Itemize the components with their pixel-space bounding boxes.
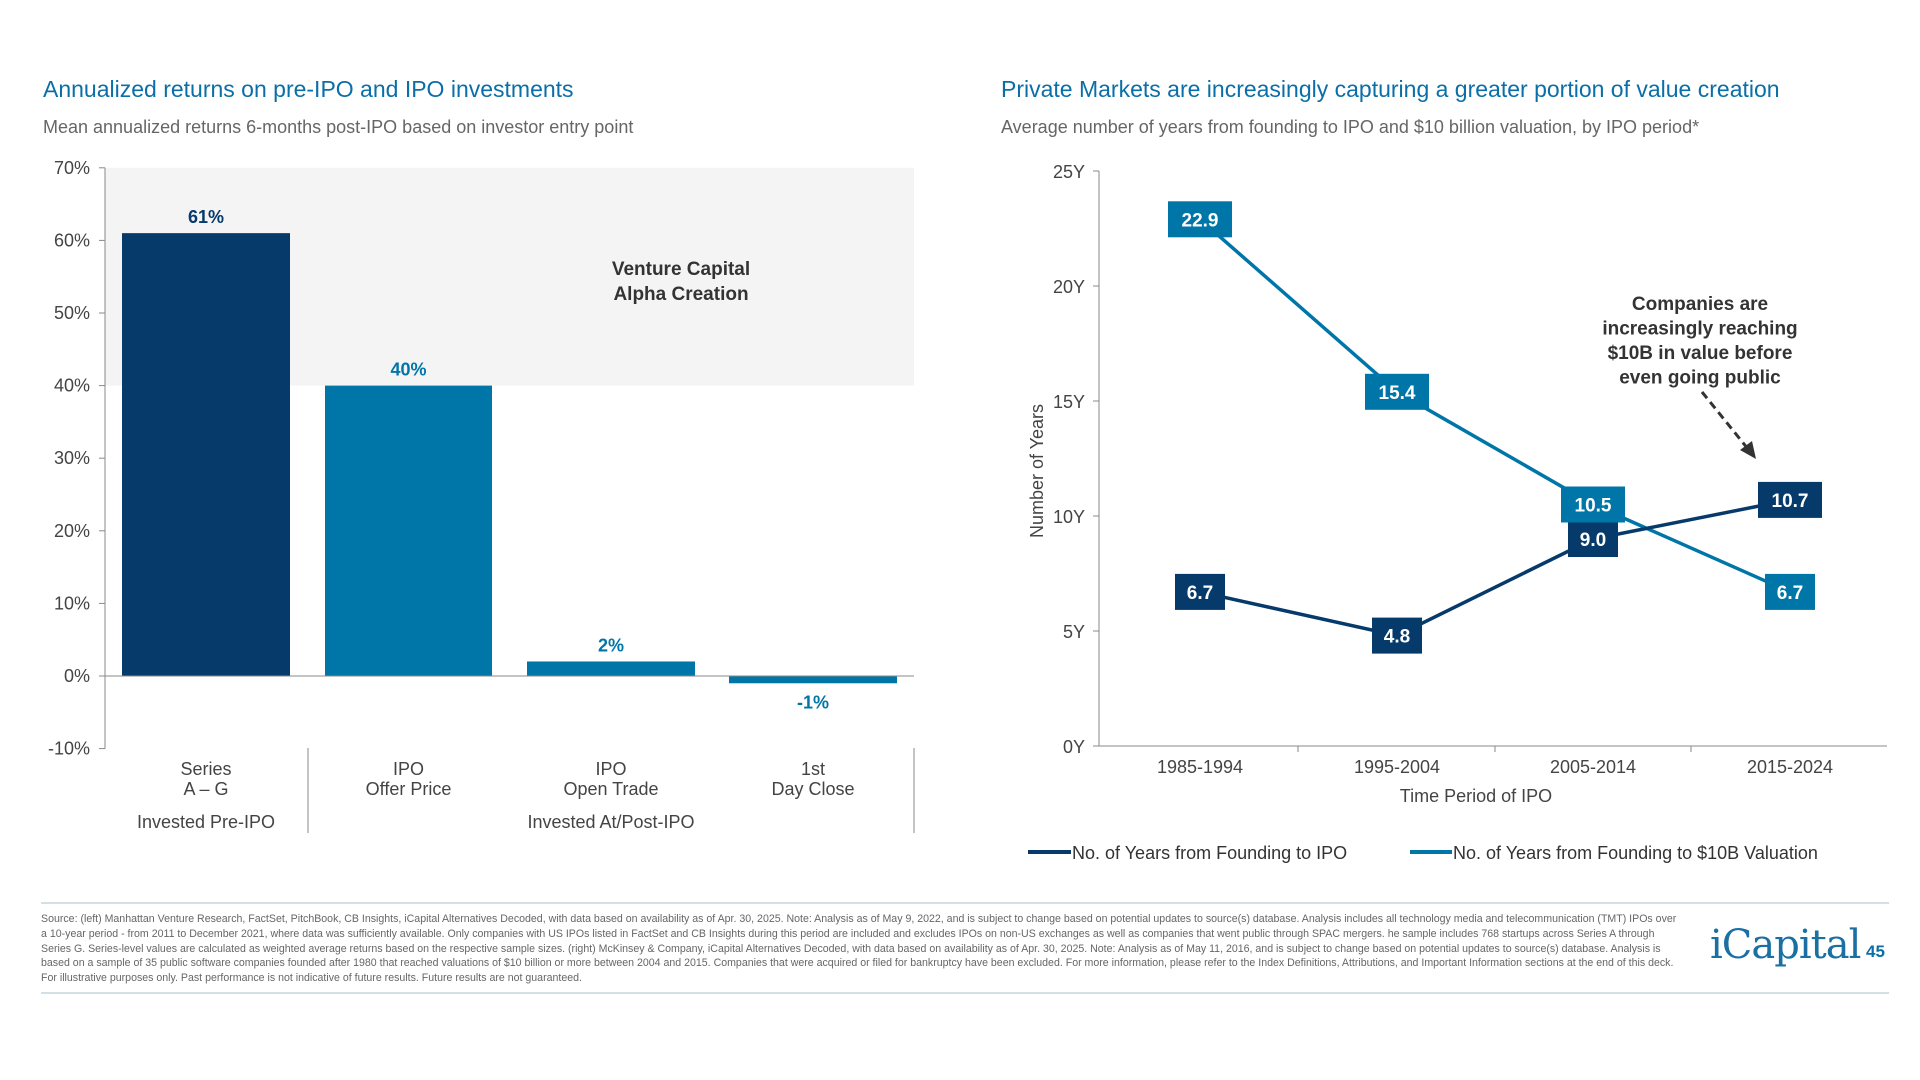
x-axis-title: Time Period of IPO bbox=[1400, 786, 1552, 806]
category-label: Day Close bbox=[771, 779, 854, 799]
data-label: 15.4 bbox=[1379, 383, 1416, 404]
page-number: 45 bbox=[1866, 942, 1885, 961]
x-tick-label: 2015-2024 bbox=[1747, 757, 1833, 777]
series-line-1 bbox=[1198, 217, 1791, 594]
source-footnote: Source: (left) Manhattan Venture Researc… bbox=[41, 913, 1677, 985]
x-tick-label: 2005-2014 bbox=[1550, 757, 1636, 777]
left-chart-subtitle: Mean annualized returns 6-months post-IP… bbox=[43, 117, 634, 137]
footer-divider-top bbox=[41, 902, 1889, 904]
data-label-box bbox=[1758, 481, 1822, 518]
alpha-creation-label: Alpha Creation bbox=[613, 284, 748, 305]
bar-data-label: 2% bbox=[598, 635, 624, 655]
y-tick-label: 20Y bbox=[1053, 277, 1085, 297]
y-tick-label: 10Y bbox=[1053, 507, 1085, 527]
annotation-text: increasingly reaching bbox=[1602, 319, 1797, 340]
y-tick-label: 25Y bbox=[1053, 162, 1085, 182]
bar-1 bbox=[325, 385, 492, 676]
legend-label: No. of Years from Founding to $10B Valua… bbox=[1453, 843, 1818, 863]
bar-data-label: 40% bbox=[390, 360, 426, 380]
bar-2 bbox=[527, 661, 695, 676]
annotation-arrowhead bbox=[1740, 441, 1756, 459]
annotation-arrow bbox=[1700, 391, 1750, 450]
data-label-box bbox=[1561, 486, 1625, 523]
category-label: 1st bbox=[801, 759, 825, 779]
y-tick-label: 10% bbox=[54, 593, 90, 613]
y-tick-label: 40% bbox=[54, 376, 90, 396]
y-tick-label: 70% bbox=[54, 158, 90, 178]
data-label-box bbox=[1765, 573, 1815, 610]
bar-0 bbox=[122, 233, 290, 676]
bar-3 bbox=[729, 676, 897, 684]
right-chart-subtitle: Average number of years from founding to… bbox=[1001, 117, 1700, 137]
data-label: 6.7 bbox=[1777, 583, 1803, 604]
legend-label: No. of Years from Founding to IPO bbox=[1072, 843, 1347, 863]
bar-data-label: -1% bbox=[797, 692, 829, 712]
data-label-box bbox=[1365, 373, 1429, 410]
group-label: Invested At/Post-IPO bbox=[527, 812, 694, 832]
y-axis-title: Number of Years bbox=[1027, 404, 1047, 538]
data-label: 10.7 bbox=[1772, 491, 1809, 512]
group-label: Invested Pre-IPO bbox=[137, 812, 275, 832]
y-tick-label: 15Y bbox=[1053, 392, 1085, 412]
data-label-box bbox=[1568, 521, 1618, 557]
category-label: IPO bbox=[595, 759, 626, 779]
footer-divider-bottom bbox=[41, 992, 1889, 994]
category-label: Offer Price bbox=[366, 779, 452, 799]
y-tick-label: 0Y bbox=[1063, 737, 1085, 757]
y-tick-label: 20% bbox=[54, 521, 90, 541]
icapital-logo: iCapital bbox=[1710, 922, 1861, 968]
category-label: A – G bbox=[183, 779, 228, 799]
data-label-box bbox=[1372, 617, 1422, 654]
bar-data-label: 61% bbox=[188, 207, 224, 227]
data-label: 4.8 bbox=[1384, 627, 1410, 648]
category-label: Series bbox=[180, 759, 231, 779]
data-label-box bbox=[1175, 573, 1225, 610]
annotation-text: even going public bbox=[1619, 368, 1781, 389]
data-label: 10.5 bbox=[1575, 496, 1612, 517]
y-tick-label: 30% bbox=[54, 448, 90, 468]
y-tick-label: 60% bbox=[54, 230, 90, 250]
annotation-text: Companies are bbox=[1632, 294, 1768, 315]
charts-canvas: Venture Capital Alpha Creation -10% 0% 10% 20… bbox=[48, 158, 1887, 863]
category-label: Open Trade bbox=[563, 779, 658, 799]
data-label: 22.9 bbox=[1182, 210, 1219, 231]
alpha-creation-label: Venture Capital bbox=[612, 259, 750, 280]
right-chart-title: Private Markets are increasingly capturi… bbox=[1001, 76, 1780, 102]
series-line-0 bbox=[1199, 498, 1791, 638]
y-tick-label: 0% bbox=[64, 666, 90, 686]
y-tick-label: -10% bbox=[48, 739, 90, 759]
data-label-box bbox=[1168, 201, 1232, 238]
data-label: 6.7 bbox=[1187, 583, 1213, 604]
left-chart-title: Annualized returns on pre-IPO and IPO in… bbox=[43, 76, 574, 102]
annotation-text: $10B in value before bbox=[1608, 343, 1793, 364]
category-label: IPO bbox=[393, 759, 424, 779]
y-tick-label: 5Y bbox=[1063, 622, 1085, 642]
x-tick-label: 1985-1994 bbox=[1157, 757, 1243, 777]
x-tick-label: 1995-2004 bbox=[1354, 757, 1440, 777]
data-label: 9.0 bbox=[1580, 530, 1606, 551]
y-tick-label: 50% bbox=[54, 303, 90, 323]
